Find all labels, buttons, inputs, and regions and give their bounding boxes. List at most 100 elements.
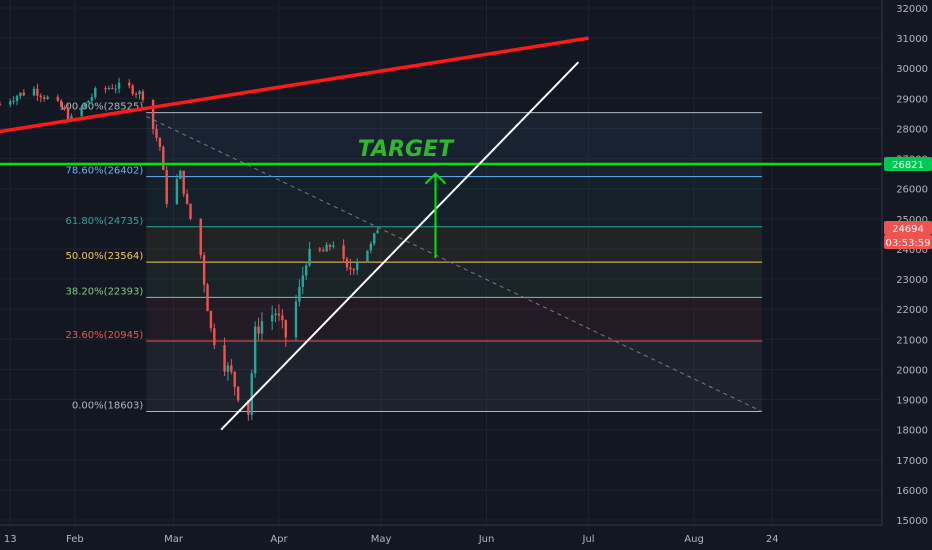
candle-body bbox=[155, 129, 158, 138]
price-badge-label: 03:53:59 bbox=[886, 238, 931, 249]
candle-body bbox=[356, 262, 359, 270]
candle-body bbox=[226, 365, 230, 372]
candle-body bbox=[111, 87, 114, 89]
candle-body bbox=[107, 87, 111, 89]
candle-body bbox=[373, 233, 376, 244]
white-trendline bbox=[220, 61, 580, 431]
candle-body bbox=[114, 88, 117, 90]
y-tick-label: 18000 bbox=[896, 426, 928, 437]
candle-body bbox=[206, 284, 209, 312]
target-label: TARGET bbox=[358, 137, 455, 162]
fib-level-label: 50.00%(23564) bbox=[66, 251, 144, 262]
candle-body bbox=[322, 250, 325, 252]
x-tick-label: Jul bbox=[582, 534, 595, 545]
price-badge-label: 26821 bbox=[892, 160, 924, 171]
candle-body bbox=[274, 313, 277, 316]
candle-body bbox=[0, 104, 2, 106]
fib-level-label: 23.60%(20945) bbox=[66, 330, 144, 341]
candle-body bbox=[328, 244, 332, 247]
candle-body bbox=[281, 315, 284, 321]
candle-body bbox=[325, 244, 328, 252]
candle-body bbox=[9, 101, 12, 105]
candle-body bbox=[233, 371, 236, 387]
candle-body bbox=[260, 321, 264, 334]
candle-body bbox=[366, 250, 369, 263]
candle-body bbox=[56, 96, 60, 101]
x-tick-label: 24 bbox=[766, 534, 779, 545]
candle-body bbox=[352, 269, 356, 271]
fib-trend-dashed-line bbox=[146, 115, 763, 413]
candle-body bbox=[298, 286, 301, 302]
candle-body bbox=[32, 88, 36, 96]
y-tick-label: 19000 bbox=[896, 396, 928, 407]
fib-zone bbox=[146, 226, 763, 263]
candle-body bbox=[131, 85, 134, 94]
candle-body bbox=[66, 108, 70, 120]
y-tick-label: 21000 bbox=[896, 335, 928, 346]
x-tick-label: Aug bbox=[684, 534, 704, 545]
y-tick-label: 23000 bbox=[896, 275, 928, 286]
y-tick-label: 24000 bbox=[896, 245, 928, 256]
x-tick-label: Feb bbox=[66, 534, 84, 545]
candle-body bbox=[185, 193, 189, 204]
candle-body bbox=[39, 95, 43, 98]
candle-body bbox=[376, 230, 379, 234]
candle-body bbox=[175, 178, 179, 204]
candles bbox=[0, 77, 379, 421]
candle-body bbox=[253, 326, 257, 374]
x-tick-label: Mar bbox=[164, 534, 184, 545]
candle-body bbox=[213, 328, 216, 346]
fib-zone bbox=[146, 297, 763, 341]
candle-body bbox=[277, 313, 281, 316]
candle-body bbox=[158, 137, 162, 147]
fib-level-label: 61.80%(24735) bbox=[66, 216, 144, 227]
y-tick-label: 17000 bbox=[896, 456, 928, 467]
candle-body bbox=[80, 107, 83, 116]
candle-body bbox=[43, 97, 46, 99]
candle-body bbox=[369, 243, 373, 251]
candle-body bbox=[60, 100, 63, 107]
fib-zone bbox=[146, 112, 763, 177]
candle-body bbox=[308, 248, 311, 266]
candle-body bbox=[15, 96, 19, 101]
candle-body bbox=[301, 275, 304, 287]
candle-body bbox=[138, 91, 141, 95]
candle-body bbox=[141, 91, 145, 100]
price-badge-label: 24694 bbox=[892, 224, 924, 235]
candle-body bbox=[209, 311, 213, 329]
fib-zone bbox=[146, 340, 763, 412]
candle-body bbox=[179, 170, 182, 179]
candle-body bbox=[257, 326, 260, 334]
candle-body bbox=[250, 373, 253, 415]
candle-body bbox=[162, 146, 165, 171]
candle-body bbox=[46, 96, 49, 99]
candle-body bbox=[36, 88, 39, 96]
candle-body bbox=[202, 255, 206, 285]
y-tick-label: 32000 bbox=[896, 4, 928, 15]
candle-body bbox=[182, 170, 185, 194]
candle-body bbox=[230, 365, 233, 372]
candle-body bbox=[349, 267, 352, 270]
x-tick-label: Apr bbox=[270, 534, 288, 545]
candle-body bbox=[151, 99, 155, 130]
candle-body bbox=[294, 301, 298, 338]
candle-body bbox=[342, 245, 345, 259]
candle-body bbox=[199, 218, 202, 256]
candle-body bbox=[304, 265, 308, 276]
fib-zone bbox=[146, 176, 763, 227]
target-arrow-head bbox=[424, 172, 447, 185]
trendlines[interactable]: TARGET bbox=[0, 36, 882, 431]
fib-level-label: 78.60%(26402) bbox=[66, 166, 144, 177]
x-tick-label: Jun bbox=[478, 534, 495, 545]
candle-body bbox=[270, 315, 274, 322]
y-tick-label: 20000 bbox=[896, 365, 928, 376]
candle-body bbox=[236, 386, 240, 401]
candle-body bbox=[223, 345, 226, 372]
red-trendline bbox=[0, 36, 589, 134]
y-tick-label: 25000 bbox=[896, 215, 928, 226]
price-badge bbox=[884, 221, 932, 236]
